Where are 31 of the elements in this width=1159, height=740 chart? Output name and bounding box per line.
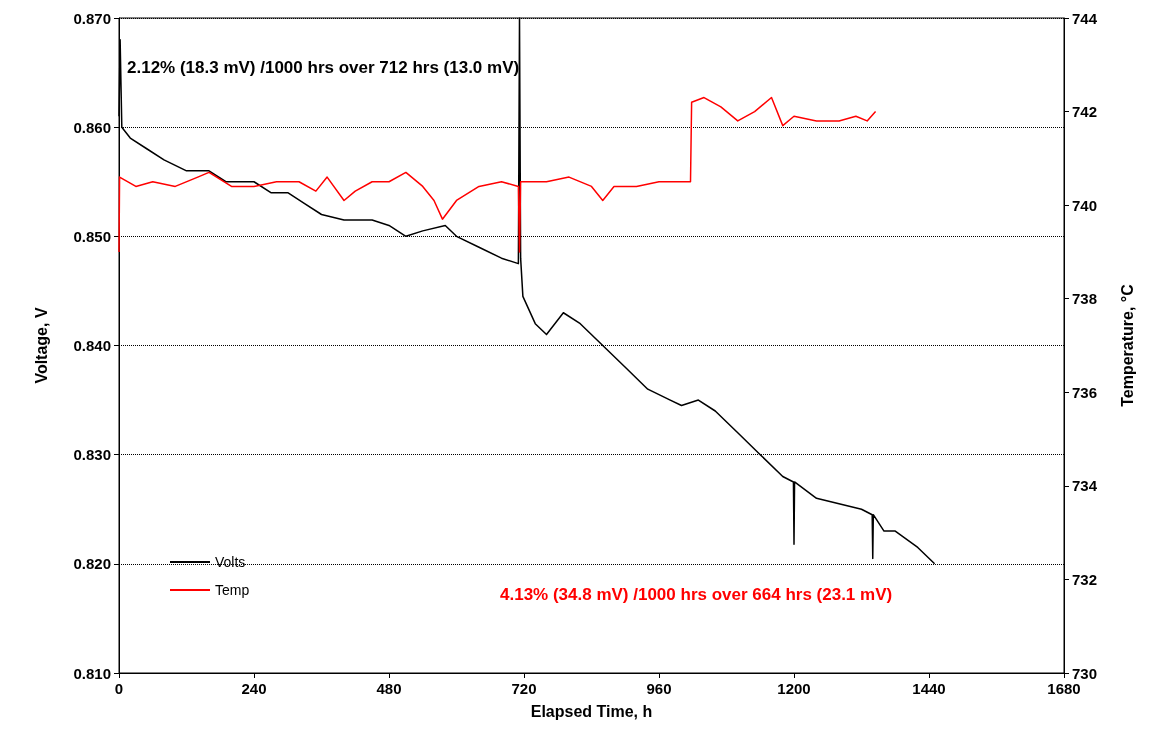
x-tick-label: 720 [511,680,537,697]
x-tick-label: 1440 [912,680,946,697]
annotation: 4.13% (34.8 mV) /1000 hrs over 664 hrs (23.1 mV) [500,584,893,604]
y2-tick-label: 738 [1072,290,1098,308]
x-tick-label: 0 [114,680,124,697]
y2-tick-label: 740 [1072,196,1098,214]
y2-tick-label: 734 [1072,477,1098,495]
x-tick-label: 240 [241,680,267,697]
y-tick-label: 0.830 [73,446,111,464]
y2-axis-title: Temperature, °C [1118,283,1136,407]
line-series [118,96,877,253]
x-tick-label: 960 [646,680,672,697]
y-tick-label: 0.810 [73,664,111,682]
y-tick-label: 0.860 [73,118,111,136]
y2-tick-label: 730 [1072,664,1098,682]
legend-label: Temp [215,582,250,598]
y-axis-title: Voltage, V [32,307,50,384]
y-tick-label: 0.820 [73,555,111,573]
annotation: 2.12% (18.3 mV) /1000 hrs over 712 hrs (13.0 mV) [127,57,520,77]
y2-tick-label: 744 [1072,9,1098,27]
x-tick-label: 480 [376,680,402,697]
x-tick-label: 1200 [777,680,811,697]
legend-label: Volts [215,554,246,570]
y-tick-label: 0.850 [73,227,111,245]
x-tick-label: 1680 [1047,680,1081,697]
y2-tick-label: 736 [1072,383,1098,401]
y-tick-label: 0.840 [73,337,111,354]
y-tick-label: 0.870 [73,9,111,27]
y2-tick-label: 742 [1072,103,1098,121]
x-axis-title: Elapsed Time, h [530,702,653,720]
y2-tick-label: 732 [1072,570,1098,588]
